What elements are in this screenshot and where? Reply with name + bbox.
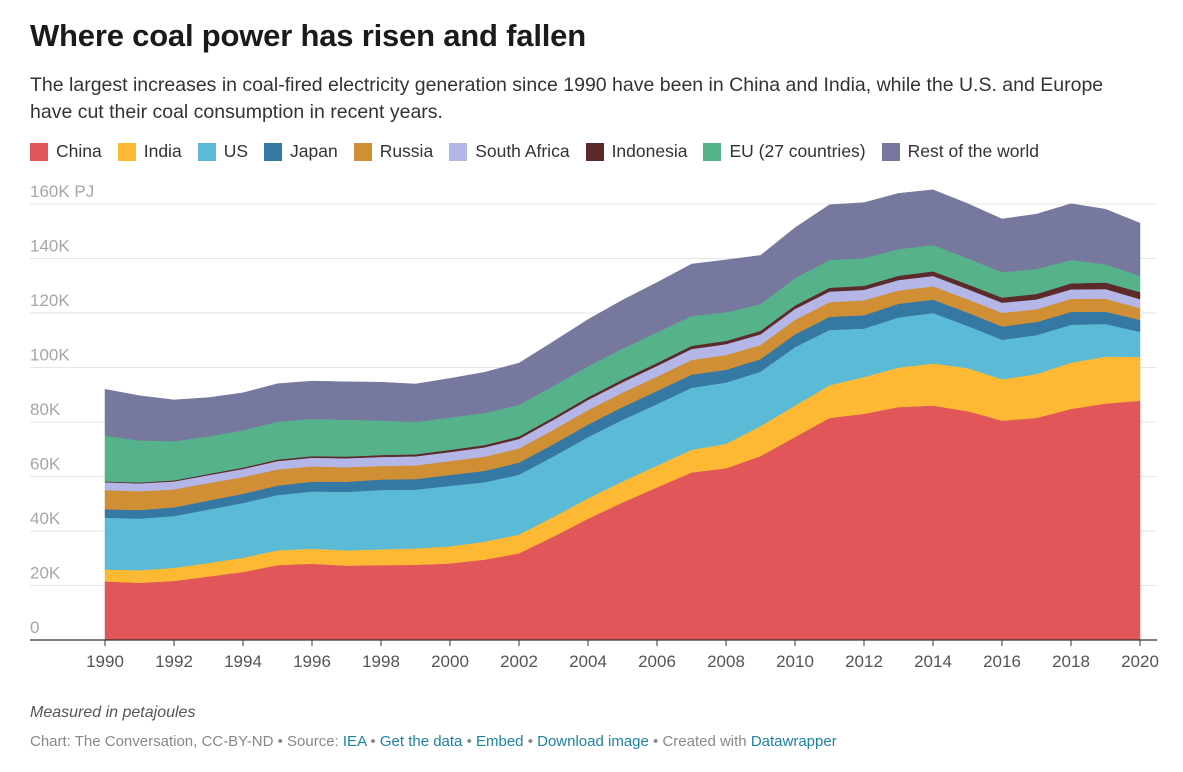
x-tick-label: 2006 xyxy=(638,652,676,671)
chart-title: Where coal power has risen and fallen xyxy=(30,18,586,53)
legend-label: EU (27 countries) xyxy=(729,141,866,161)
area-series xyxy=(104,189,1141,641)
y-tick-label: 140K xyxy=(30,237,70,256)
legend-swatch xyxy=(449,142,468,161)
source-iea-link[interactable]: IEA xyxy=(342,733,367,750)
y-tick-label: 40K xyxy=(30,509,61,528)
legend-item-south-africa: South Africa xyxy=(449,141,570,162)
legend-item-indonesia: Indonesia xyxy=(585,141,688,162)
y-tick-label: 20K xyxy=(30,564,61,583)
x-tick-label: 2020 xyxy=(1121,652,1159,671)
chart-note: Measured in petajoules xyxy=(30,704,196,721)
x-tick-label: 2000 xyxy=(431,652,469,671)
embed-link[interactable]: Embed xyxy=(476,733,524,750)
legend-label: Japan xyxy=(290,141,338,161)
y-axis-ticks: 0 20K 40K 60K 80K 100K 120K 140K 160K PJ xyxy=(30,182,94,637)
x-tick-label: 2016 xyxy=(983,652,1021,671)
x-tick-label: 2014 xyxy=(914,652,952,671)
legend-swatch xyxy=(585,142,604,161)
source-separator: • xyxy=(462,733,476,750)
legend-swatch xyxy=(353,142,372,161)
chart-source: Chart: The Conversation, CC-BY-ND • Sour… xyxy=(30,733,837,750)
area-rest-of-the-world xyxy=(104,189,1141,442)
legend-swatch xyxy=(264,142,282,161)
source-prefix: Chart: The Conversation, CC-BY-ND • Sour… xyxy=(30,733,343,750)
y-tick-label: 80K xyxy=(30,400,61,419)
legend-swatch xyxy=(197,142,216,161)
legend-item-china: China xyxy=(30,141,102,162)
x-tick-label: 2004 xyxy=(569,652,607,671)
legend-item-rest-of-world: Rest of the world xyxy=(881,141,1039,162)
y-tick-label: 160K PJ xyxy=(30,182,94,201)
legend-item-japan: Japan xyxy=(264,141,338,162)
legend-label: Russia xyxy=(379,141,434,161)
x-tick-label: 2012 xyxy=(845,652,883,671)
source-separator: • Created with xyxy=(648,733,751,750)
y-tick-label: 60K xyxy=(30,455,61,474)
legend-item-russia: Russia xyxy=(353,141,434,162)
x-axis: 1990 1992 1994 1996 1998 2000 2002 2004 2006 2008… xyxy=(30,639,1159,671)
legend-swatch xyxy=(30,142,48,161)
legend-label: Indonesia xyxy=(611,141,688,161)
legend-label: Rest of the world xyxy=(907,141,1039,161)
x-tick-label: 2018 xyxy=(1052,652,1090,671)
legend-item-india: India xyxy=(117,141,182,162)
y-tick-label: 100K xyxy=(30,346,70,365)
x-tick-label: 1990 xyxy=(86,652,124,671)
y-tick-label: 0 xyxy=(30,618,39,637)
legend-item-us: US xyxy=(197,141,248,162)
x-tick-label: 1994 xyxy=(224,652,262,671)
legend-label: India xyxy=(143,141,182,161)
x-tick-label: 2002 xyxy=(500,652,538,671)
x-tick-label: 1996 xyxy=(293,652,331,671)
datawrapper-link[interactable]: Datawrapper xyxy=(750,733,837,750)
download-image-link[interactable]: Download image xyxy=(537,733,649,750)
legend-swatch xyxy=(117,142,136,161)
source-separator: • xyxy=(523,733,538,750)
x-tick-label: 2008 xyxy=(707,652,745,671)
x-tick-label: 1992 xyxy=(155,652,193,671)
legend-item-eu: EU (27 countries) xyxy=(703,141,866,162)
legend-swatch xyxy=(703,142,722,161)
legend-swatch xyxy=(881,142,900,161)
legend: China India US Japan Russia South Africa… xyxy=(30,141,1055,162)
legend-label: South Africa xyxy=(475,141,570,161)
legend-label: China xyxy=(56,141,102,161)
legend-label: US xyxy=(223,141,248,161)
chart-subtitle: The largest increases in coal-fired elec… xyxy=(30,74,1104,123)
get-data-link[interactable]: Get the data xyxy=(379,733,463,750)
y-tick-label: 120K xyxy=(30,291,70,310)
x-tick-label: 1998 xyxy=(362,652,400,671)
source-separator: • xyxy=(366,733,380,750)
x-tick-label: 2010 xyxy=(776,652,814,671)
